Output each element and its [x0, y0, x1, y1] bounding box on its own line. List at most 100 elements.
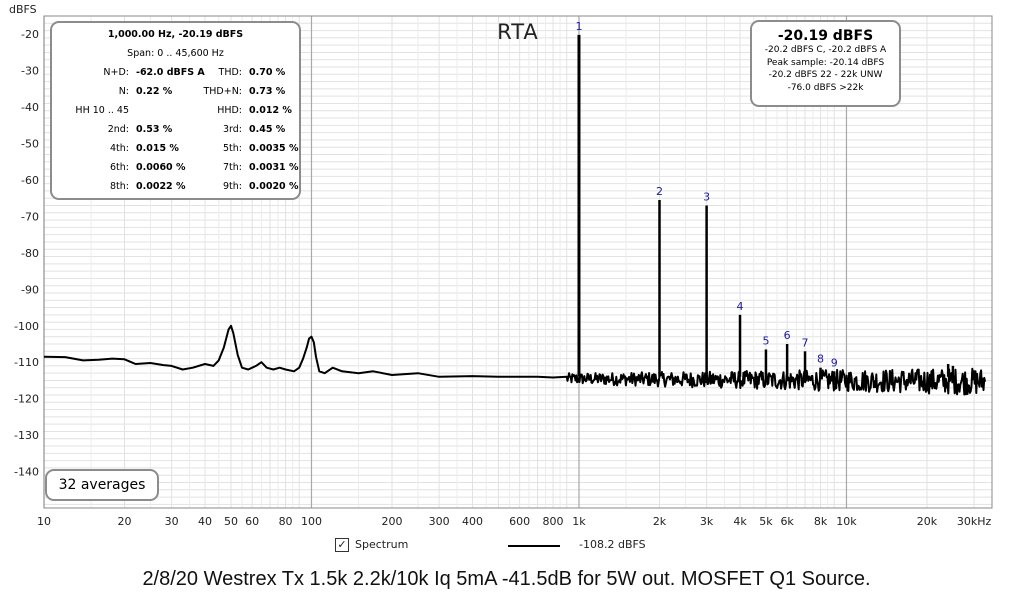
x-tick-label: 300 [429, 515, 450, 528]
harmonic-label: 7 [802, 336, 809, 349]
level-readout-panel[interactable]: -20.19 dBFS -20.2 dBFS C, -20.2 dBFS A P… [750, 20, 901, 107]
x-tick-label: 8k [814, 515, 828, 528]
stats-row: 8th: 0.0022 % 9th: 0.0020 % [52, 181, 299, 195]
legend-series-name: Spectrum [355, 538, 409, 551]
y-tick-label: -70 [21, 210, 39, 223]
stat-value: 0.015 % [136, 143, 179, 154]
x-tick-label: 200 [382, 515, 403, 528]
x-tick-label: 1k [572, 515, 586, 528]
x-tick-label: 30kHz [957, 515, 992, 528]
stats-row: 2nd: 0.53 % 3rd: 0.45 % [52, 124, 299, 138]
stats-row: N: 0.22 % THD+N: 0.73 % [52, 86, 299, 100]
spectrum-trace [43, 324, 987, 396]
x-tick-label: 6k [780, 515, 794, 528]
harmonic-label: 5 [762, 334, 769, 347]
stat-value: 0.73 % [249, 86, 286, 97]
fundamental-readout: 1,000.00 Hz, -20.19 dBFS [107, 29, 244, 40]
stats-row: 4th: 0.015 % 5th: 0.0035 % [52, 143, 299, 157]
y-tick-label: -30 [21, 65, 39, 78]
stat-value: 0.70 % [249, 67, 286, 78]
stats-row: HH 10 .. 45 HHD: 0.012 % [52, 105, 299, 119]
y-tick-label: -130 [14, 429, 39, 442]
x-tick-label: 10 [37, 515, 51, 528]
figure-caption: 2/8/20 Westrex Tx 1.5k 2.2k/10k Iq 5mA -… [142, 568, 871, 590]
y-tick-label: -80 [21, 247, 39, 260]
stat-value: 0.45 % [249, 124, 286, 135]
stat-label: 8th: [110, 181, 129, 192]
y-tick-label: -120 [14, 393, 39, 406]
level-above-22k-line: -76.0 dBFS >22k [787, 82, 864, 93]
stats-row: 6th: 0.0060 % 7th: 0.0031 % [52, 162, 299, 176]
stat-value: 0.0060 % [136, 162, 186, 173]
y-axis-unit-label: dBFS [9, 3, 37, 16]
harmonic-label: 8 [817, 353, 824, 366]
y-tick-label: -90 [21, 283, 39, 296]
stat-label: 6th: [110, 162, 129, 173]
x-tick-label: 10k [836, 515, 857, 528]
stat-label: THD: [218, 67, 242, 78]
legend-line-swatch [508, 545, 560, 547]
stat-value: 0.53 % [136, 124, 173, 135]
stat-label: 7th: [223, 162, 242, 173]
stat-label: 4th: [110, 143, 129, 154]
stat-label: THD+N: [203, 86, 242, 97]
x-tick-label: 100 [301, 515, 322, 528]
y-tick-label: -60 [21, 174, 39, 187]
x-tick-label: 80 [279, 515, 293, 528]
x-tick-label: 30 [165, 515, 179, 528]
span-readout: Span: 0 .. 45,600 Hz [127, 48, 224, 59]
harmonic-label: 4 [737, 300, 744, 313]
stat-value: -62.0 dBFS A [136, 67, 205, 78]
stat-value: 0.0035 % [249, 143, 299, 154]
y-tick-label: -110 [14, 356, 39, 369]
x-tick-label: 50 [224, 515, 238, 528]
y-tick-label: -20 [21, 28, 39, 41]
y-axis-ticks: -20 -30 -40 -50 -60 -70 -80 -90 -100 -110 -120 -130… [14, 28, 39, 478]
distortion-stats-panel[interactable]: 1,000.00 Hz, -20.19 dBFS Span: 0 .. 45,6… [50, 21, 301, 200]
spectrum-visibility-checkbox[interactable]: ✓ [335, 538, 349, 552]
harmonic-label: 9 [831, 356, 838, 369]
x-tick-label: 3k [700, 515, 714, 528]
y-tick-label: -100 [14, 320, 39, 333]
level-peak-sample-line: Peak sample: -20.14 dBFS [766, 57, 885, 68]
averages-badge[interactable]: 32 averages [45, 469, 159, 501]
stats-row: N+D: -62.0 dBFS A THD: 0.70 % [52, 67, 299, 81]
stat-value: 0.012 % [249, 105, 292, 116]
stat-value: 0.0031 % [249, 162, 299, 173]
harmonic-peaks: 1 2 3 4 5 678 9 [575, 20, 955, 377]
x-tick-label: 20k [917, 515, 938, 528]
harmonic-label: 2 [656, 185, 663, 198]
x-tick-label: 400 [462, 515, 483, 528]
x-tick-label: 60 [245, 515, 259, 528]
stat-label: 3rd: [222, 124, 242, 135]
stat-value: 0.0022 % [136, 181, 186, 192]
level-main-value: -20.19 dBFS [777, 28, 874, 44]
stat-value: 0.0020 % [249, 181, 299, 192]
x-tick-label: 40 [198, 515, 212, 528]
level-unweighted-line: -20.2 dBFS 22 - 22k UNW [768, 70, 883, 80]
harmonic-label: 1 [575, 20, 582, 33]
stat-label: 9th: [223, 181, 242, 192]
x-tick-label: 600 [509, 515, 530, 528]
x-tick-label: 4k [733, 515, 747, 528]
x-tick-label: 800 [543, 515, 564, 528]
y-tick-label: -50 [21, 138, 39, 151]
stat-label: N: [118, 86, 129, 97]
harmonic-label: 3 [703, 191, 710, 204]
plot-frame [43, 15, 993, 509]
harmonic-label: 6 [784, 329, 791, 342]
legend-series-value: -108.2 dBFS [579, 538, 646, 551]
y-tick-label: -140 [14, 466, 39, 479]
y-tick-label: -40 [21, 101, 39, 114]
x-tick-label: 2k [653, 515, 667, 528]
chart-title: RTA [497, 20, 539, 44]
stat-label: 5th: [223, 143, 242, 154]
stat-label: HH 10 .. 45 [75, 105, 129, 116]
x-axis-ticks: 10 20 30 40 50 60 80 100 200 300 400 600 800 1k 2k 3k 4k… [37, 515, 992, 528]
spectrum-trace-group [43, 324, 987, 396]
stat-label: 2nd: [107, 124, 129, 135]
level-weighted-line: -20.2 dBFS C, -20.2 dBFS A [764, 45, 887, 55]
stat-label: N+D: [103, 67, 129, 78]
x-tick-label: 5k [759, 515, 773, 528]
x-tick-label: 20 [118, 515, 132, 528]
